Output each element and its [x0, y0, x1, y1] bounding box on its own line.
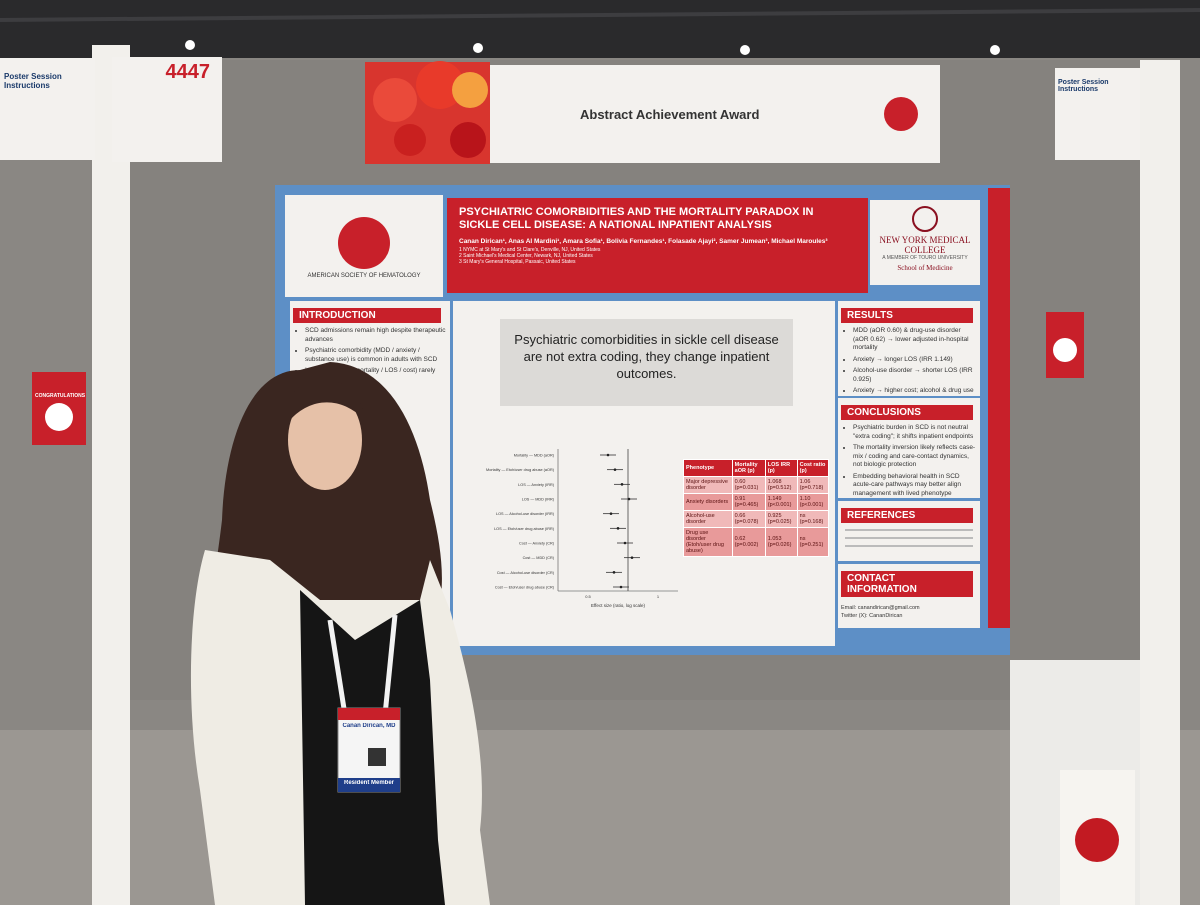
header-cell: Phenotype	[683, 459, 733, 477]
table-cell: 0.925 (p=0.025)	[764, 510, 798, 528]
instructions-card: Poster Session Instructions	[0, 58, 95, 160]
forest-svg: Mortality — MDD (aOR) Mortality — Etoh/us…	[486, 449, 678, 608]
table-cell: 1.068 (p=0.512)	[764, 476, 798, 494]
ash-logo	[884, 97, 918, 131]
table-cell: 1.053 (p=0.026)	[764, 527, 798, 557]
number-card: 4447	[112, 57, 222, 162]
forest-point	[620, 483, 624, 486]
forest-label: LOS — Etoh/user drug abuse (IRR)	[494, 527, 555, 531]
award-text: Abstract Achievement Award	[580, 107, 760, 122]
instructions-card: Poster Session Instructions	[1055, 68, 1140, 160]
section-heading: INTRODUCTION	[293, 308, 441, 323]
congrats-card: CONGRATULATIONS	[32, 372, 86, 445]
forest-point	[619, 585, 623, 589]
forest-axis-label: Effect size (ratio, log scale)	[591, 603, 645, 608]
conclusions-box: CONCLUSIONS Psychiatric burden in SCD is…	[838, 398, 980, 498]
contact-email: Email: canandirican@gmail.com	[841, 605, 920, 611]
forest-label: Mortality — Etoh/user drug abuse (aOR)	[486, 468, 555, 472]
poster-title: PSYCHIATRIC COMORBIDITIES AND THE MORTAL…	[459, 206, 814, 231]
table-cell: Alcohol-use disorder	[683, 510, 733, 528]
forest-tick: 1	[657, 594, 660, 599]
header-cell: LOS IRR (p)	[764, 459, 798, 477]
table-row: Major depressive disorder 0.60 (p=0.031) 1…	[683, 476, 829, 494]
bullet: Embedding behavioral health in SCD acute…	[853, 473, 977, 499]
college-box: NEW YORK MEDICAL COLLEGE A MEMBER OF TOU…	[870, 200, 980, 285]
section-heading: REFERENCES	[841, 508, 973, 523]
table-cell: Drug use disorder (Etoh/user drug abuse)	[683, 527, 733, 557]
bullet: Anxiety → longer LOS (IRR 1.149)	[853, 356, 977, 365]
section-heading: CONTACT INFORMATION	[841, 571, 973, 597]
bullet: SCD admissions remain high despite thera…	[305, 327, 447, 344]
forest-plot: Mortality — MDD (aOR) Mortality — Etoh/us…	[458, 441, 683, 621]
references-box: REFERENCES	[838, 501, 980, 561]
table-cell: Major depressive disorder	[683, 476, 733, 494]
bullet: The mortality inversion likely reflects …	[853, 444, 977, 470]
forest-label: Cost — MDD (CR)	[523, 556, 555, 560]
instructions-title: Poster Session Instructions	[4, 72, 62, 90]
forest-label: Cost — Etoh/user drug abuse (CR)	[495, 586, 555, 590]
header-cell: Mortality aOR (p)	[731, 459, 766, 477]
table-header: Phenotype Mortality aOR (p) LOS IRR (p) Cos…	[683, 459, 829, 477]
booth-number: 4447	[165, 61, 211, 83]
contact-box: CONTACT INFORMATION Email: canandirican@…	[838, 564, 980, 628]
forest-label: Cost — Alcohol-use disorder (CR)	[497, 571, 555, 575]
header-cell: Cost ratio (p)	[796, 459, 829, 477]
badge-name: Canan Dirican, MD	[342, 723, 396, 729]
table-row: Alcohol-use disorder 0.66 (p=0.078) 0.925 …	[683, 510, 829, 528]
table-cell: 0.66 (p=0.078)	[731, 510, 766, 528]
forest-point	[613, 468, 617, 471]
forest-point	[623, 541, 627, 545]
forest-point	[630, 556, 634, 559]
college-school: School of Medicine	[897, 264, 953, 272]
forest-point	[606, 453, 610, 457]
table-cell: ns (p=0.251)	[796, 527, 829, 557]
forest-point	[609, 512, 613, 515]
table-cell: ns (p=0.168)	[796, 510, 829, 528]
section-heading: RESULTS	[841, 308, 973, 323]
bullet: Alcohol-use disorder → shorter LOS (IRR …	[853, 367, 977, 384]
instructions-title: Poster Session Instructions	[1058, 79, 1109, 93]
college-member: A MEMBER OF TOURO UNIVERSITY	[882, 255, 968, 261]
affiliation: 3 St Mary's General Hospital, Passaic, U…	[459, 259, 576, 265]
forest-label: LOS — MDD (IRR)	[522, 498, 555, 502]
table-row: Drug use disorder (Etoh/user drug abuse)…	[683, 527, 829, 557]
table-cell: 0.60 (p=0.031)	[731, 476, 766, 494]
poster-header: PSYCHIATRIC COMORBIDITIES AND THE MORTAL…	[447, 198, 868, 293]
society-box: AMERICAN SOCIETY OF HEMATOLOGY	[285, 195, 443, 297]
forest-label: Cost — Anxiety (CR)	[519, 542, 555, 546]
forest-label: LOS — Alcohol-use disorder (IRR)	[496, 512, 555, 516]
results-box: RESULTS MDD (aOR 0.60) & drug-use disord…	[838, 301, 980, 396]
college-name: NEW YORK MEDICAL COLLEGE	[879, 235, 971, 255]
center-panel: Psychiatric comorbidities in sickle cell…	[453, 301, 835, 646]
table-cell: 0.62 (p=0.002)	[731, 527, 766, 557]
forest-label: LOS — Anxiety (IRR)	[518, 483, 555, 487]
bullet: Psychiatric comorbidity (MDD / anxiety /…	[305, 347, 447, 364]
forest-label: Mortality — MDD (aOR)	[514, 454, 555, 458]
society-name: AMERICAN SOCIETY OF HEMATOLOGY	[307, 273, 421, 279]
poster-sidebar	[988, 188, 1010, 628]
results-table: Phenotype Mortality aOR (p) LOS IRR (p) Cos…	[683, 459, 829, 569]
section-heading: CONCLUSIONS	[841, 405, 973, 420]
badge-member: Resident Member	[343, 780, 394, 786]
table-cell: 1.149 (p<0.001)	[764, 493, 798, 511]
bullet: Psychiatric burden in SCD is not neutral…	[853, 424, 977, 441]
sticker-card	[1046, 312, 1084, 378]
key-statement: Psychiatric comorbidities in sickle cell…	[500, 319, 793, 406]
authors: Canan Dirican¹, Anas Al Mardini¹, Amara …	[459, 238, 828, 245]
affiliation: 2 Saint Michael's Medical Center, Newark…	[459, 253, 593, 259]
award-banner: Abstract Achievement Award	[490, 65, 940, 163]
table-cell: 0.91 (p=0.465)	[731, 493, 766, 511]
affiliation: 1 NYMC at St Mary's and St Clare's, Denv…	[459, 247, 601, 253]
bullet: Anxiety → higher cost; alcohol & drug us…	[853, 387, 977, 396]
bullet: MDD (aOR 0.60) & drug-use disorder (aOR …	[853, 327, 977, 353]
forest-point	[616, 527, 620, 530]
contact-twitter: Twitter (X): CananDirican	[841, 613, 903, 619]
forest-point	[627, 497, 631, 501]
congrats-text: CONGRATULATIONS	[35, 393, 86, 399]
forest-tick: 0.5	[585, 594, 591, 599]
forest-point	[612, 571, 616, 574]
